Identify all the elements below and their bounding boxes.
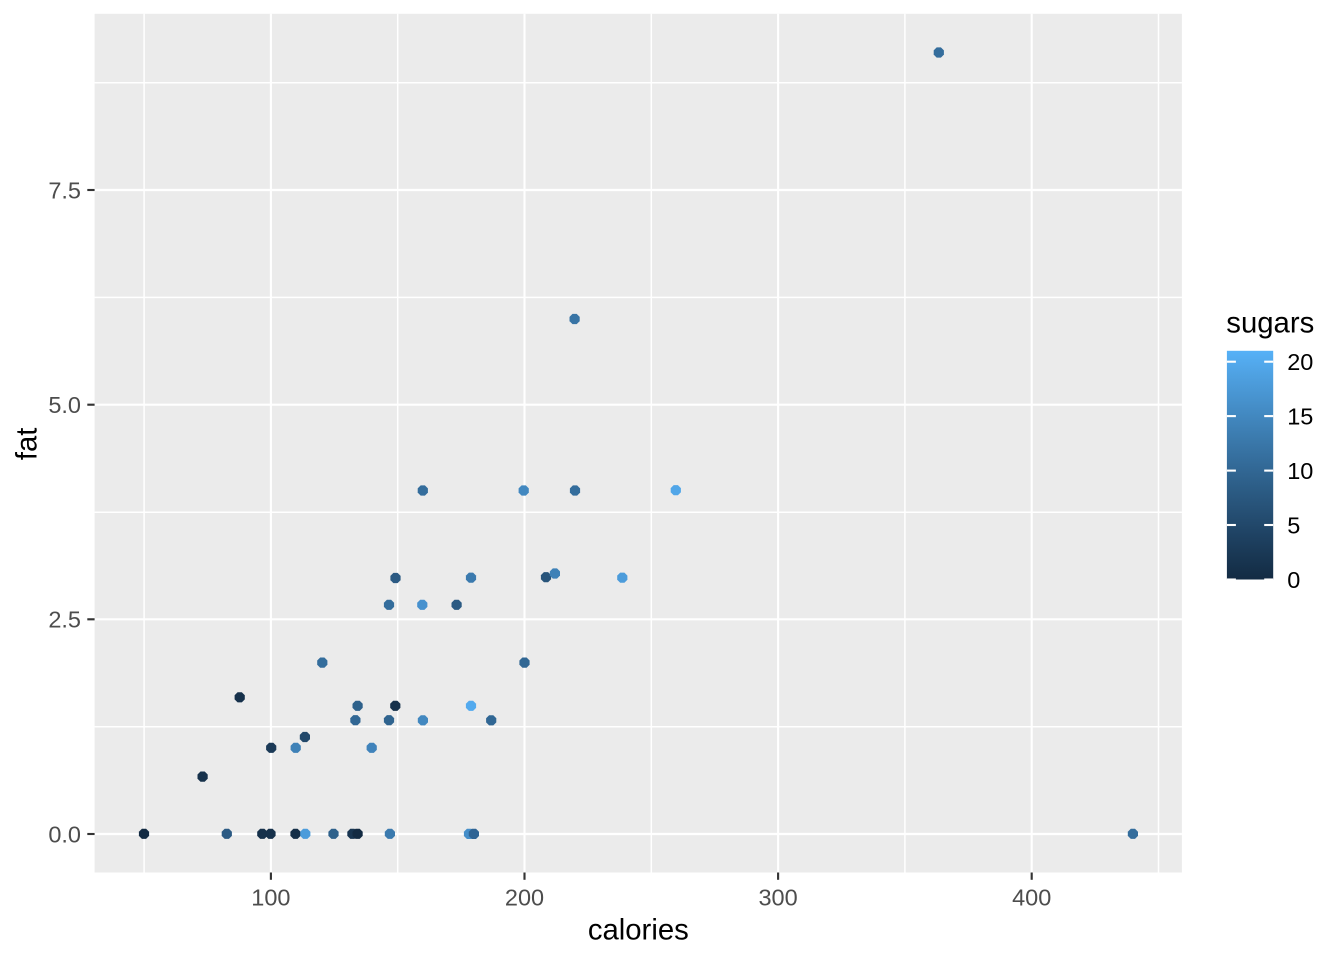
svg-text:0.0: 0.0 (48, 821, 81, 847)
svg-text:0: 0 (1287, 567, 1300, 593)
svg-text:5.0: 5.0 (48, 392, 81, 418)
svg-text:400: 400 (1012, 885, 1051, 911)
svg-text:10: 10 (1287, 458, 1313, 484)
svg-text:300: 300 (758, 885, 797, 911)
svg-text:calories: calories (588, 914, 689, 947)
svg-text:5: 5 (1287, 512, 1300, 538)
svg-text:20: 20 (1287, 349, 1313, 375)
svg-text:200: 200 (505, 885, 544, 911)
svg-text:sugars: sugars (1226, 306, 1314, 339)
svg-text:2.5: 2.5 (48, 607, 81, 633)
svg-text:fat: fat (11, 428, 44, 461)
svg-text:15: 15 (1287, 404, 1313, 430)
svg-text:7.5: 7.5 (48, 177, 81, 203)
svg-text:100: 100 (251, 885, 290, 911)
